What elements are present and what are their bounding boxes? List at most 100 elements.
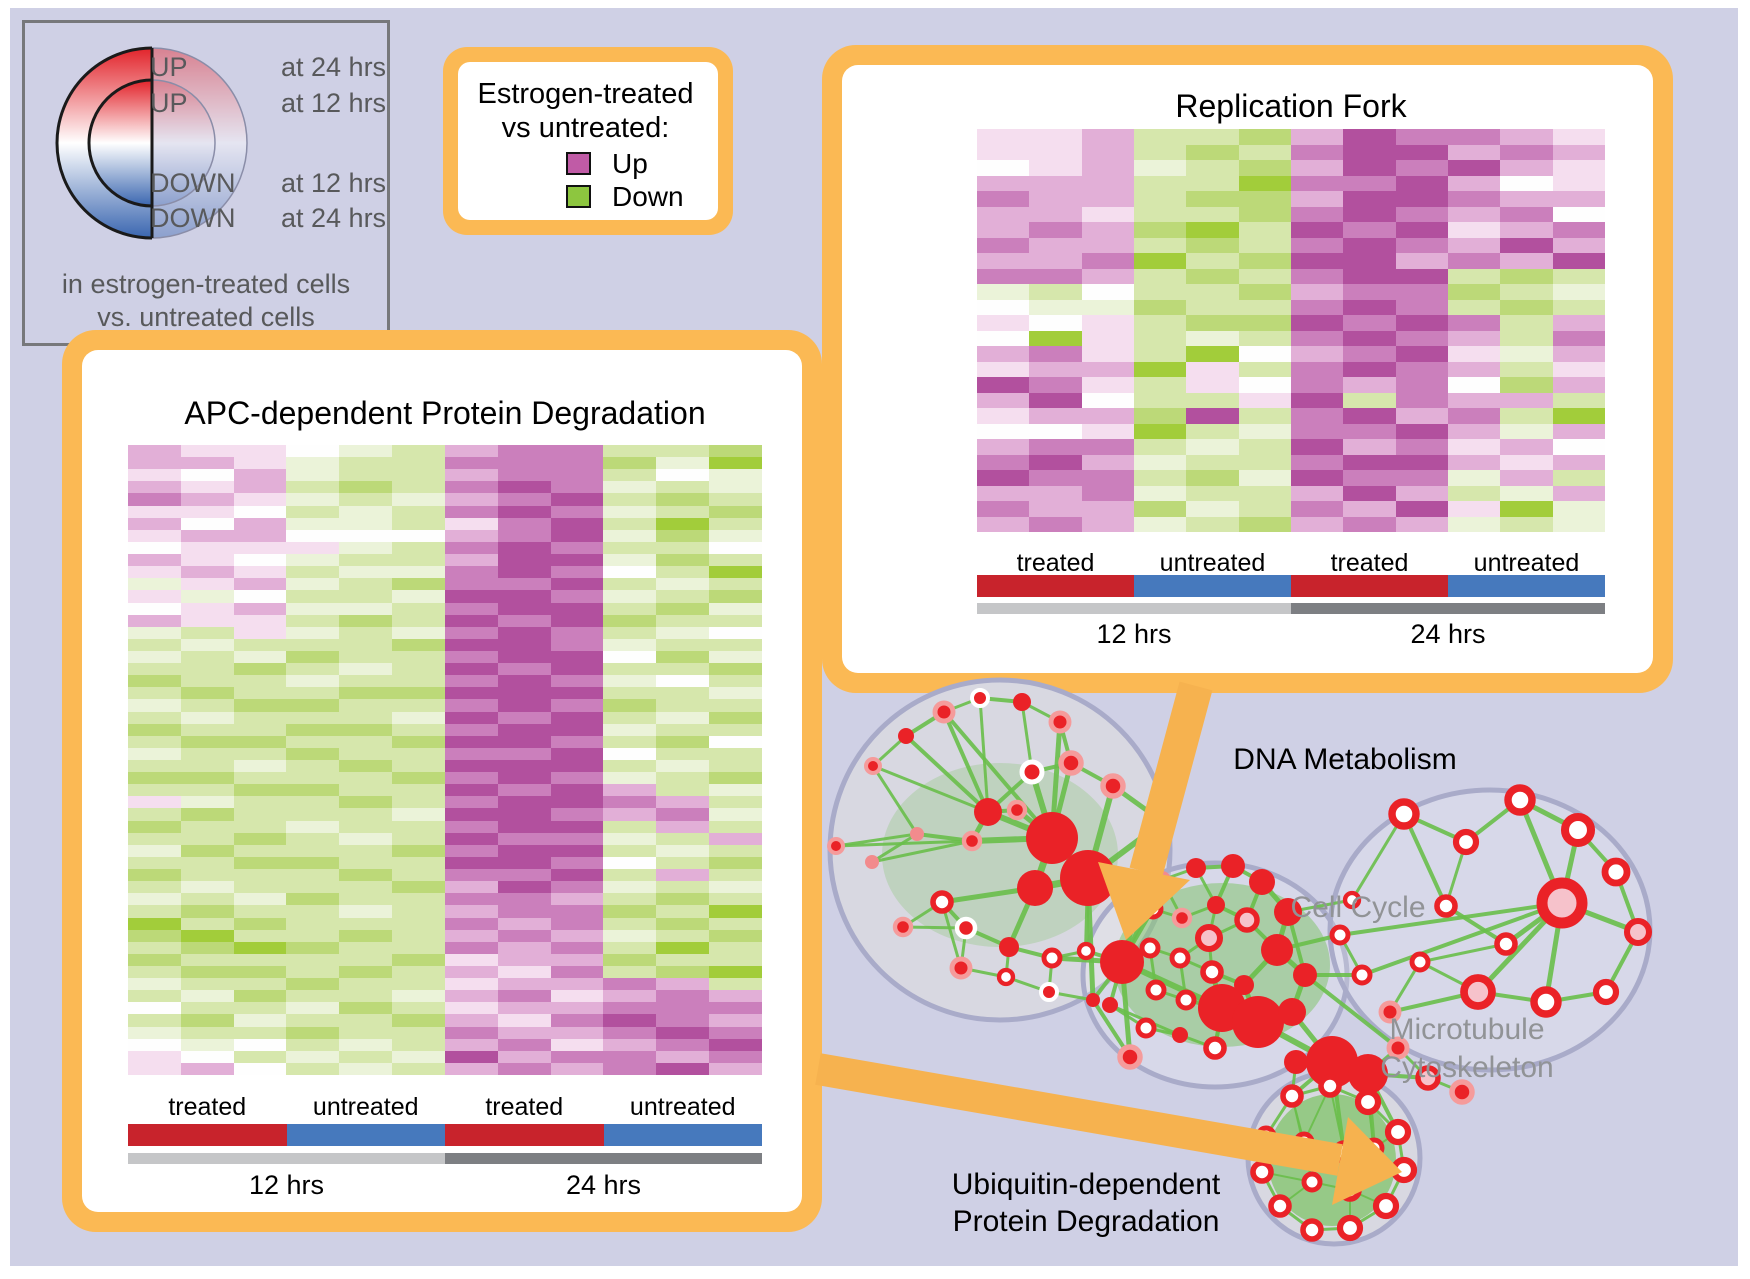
heatmap-cell [128,772,181,785]
heatmap-cell [656,1062,710,1075]
apc-panel-title: APC-dependent Protein Degradation [184,395,706,431]
heatmap-cell [1500,485,1553,501]
heatmap-cell [1552,330,1605,346]
heatmap-cell [1133,516,1187,532]
up-color-swatch [566,152,591,175]
heatmap-cell [709,784,762,797]
heatmap-cell [180,978,234,991]
heatmap-cell [550,965,604,979]
heatmap-cell [1081,191,1134,207]
heatmap-cell [1290,408,1344,424]
heatmap-cell [444,469,498,482]
heatmap-cell [603,590,657,603]
heatmap-cell [1238,237,1291,253]
heatmap-cell [128,469,181,482]
heatmap-cell [1029,144,1082,160]
heatmap-cell [1029,377,1082,393]
updown-legend-title-line1: Estrogen-treated [477,78,694,110]
heatmap-cell [339,869,393,882]
heatmap-cell [444,905,498,918]
legend-up-12-time: at 12 hrs [281,88,387,118]
heatmap-cell [128,554,181,567]
heatmap-cell [1447,144,1501,160]
heatmap-cell [656,990,710,1003]
heatmap-cell [128,614,181,627]
heatmap-cell [1343,439,1396,455]
heatmap-cell [1081,144,1134,160]
heatmap-cell [1081,423,1134,439]
heatmap-cell [656,978,710,991]
heatmap-cell [550,1050,604,1063]
heatmap-cell [1500,284,1553,300]
heatmap-cell [1081,160,1134,176]
heatmap-cell [1395,392,1448,408]
heatmap-cell [1081,237,1134,253]
heatmap-cell [233,1038,287,1051]
heatmap-cell [339,820,393,833]
heatmap-cell [603,445,657,458]
heatmap-cell [392,869,445,882]
heatmap-cell [392,808,445,821]
heatmap-cell [1447,501,1501,517]
heatmap-cell [550,856,604,870]
heatmap-cell [180,517,234,530]
heatmap-cell [286,1026,340,1039]
heatmap-cell [339,457,393,470]
heatmap-cell [1238,423,1291,439]
group-label-0-2: treated [485,1093,564,1121]
heatmap-cell [444,675,498,688]
heatmap-cell [128,917,181,930]
heatmap-cell [709,1014,762,1027]
heatmap-cell [709,626,762,639]
heatmap-cell [497,760,551,773]
heatmap-cell [709,881,762,894]
heatmap-cell [339,650,393,664]
heatmap-cell [709,1062,762,1075]
heatmap-cell [444,844,498,857]
heatmap-cell [1029,315,1082,331]
group-label-0-1: untreated [312,1093,419,1121]
heatmap-cell [444,869,498,882]
heatmap-cell [444,614,498,627]
heatmap-cell [180,1002,234,1015]
heatmap-cell [550,844,604,857]
heatmap-cell [550,784,604,797]
heatmap-cell [1343,485,1396,501]
heatmap-cell [1500,346,1553,362]
heatmap-cell [128,796,181,809]
cluster-label-1: Cell Cycle [1290,891,1426,925]
heatmap-cell [392,602,445,615]
heatmap-cell [180,554,234,567]
heatmap-cell [709,941,762,954]
heatmap-cell [1500,253,1553,269]
heatmap-cell [1290,485,1344,501]
heatmap-cell [1290,175,1344,191]
heatmap-cell [709,796,762,809]
heatmap-cell [550,929,604,942]
heatmap-cell [1133,501,1187,517]
heatmap-cell [1186,361,1239,377]
heatmap-cell [1081,346,1134,362]
heatmap-cell [497,990,551,1003]
heatmap-cell [709,929,762,942]
heatmap-cell [339,990,393,1003]
heatmap-cell [128,566,181,579]
heatmap-cell [1395,191,1448,207]
heatmap-cell [286,893,340,906]
heatmap-cell [656,760,710,773]
heatmap-cell [286,978,340,991]
heatmap-cell [339,760,393,773]
heatmap-cell [392,917,445,930]
heatmap-cell [977,160,1030,176]
heatmap-cell [550,699,604,712]
heatmap-cell [339,953,393,966]
heatmap-cell [709,711,762,724]
heatmap-cell [128,711,181,724]
heatmap-cell [1133,268,1187,284]
heatmap-cell [709,699,762,712]
heatmap-cell [392,760,445,773]
heatmap-cell [497,893,551,906]
heatmap-cell [1186,439,1239,455]
heatmap-cell [977,175,1030,191]
heatmap-cell [1500,439,1553,455]
